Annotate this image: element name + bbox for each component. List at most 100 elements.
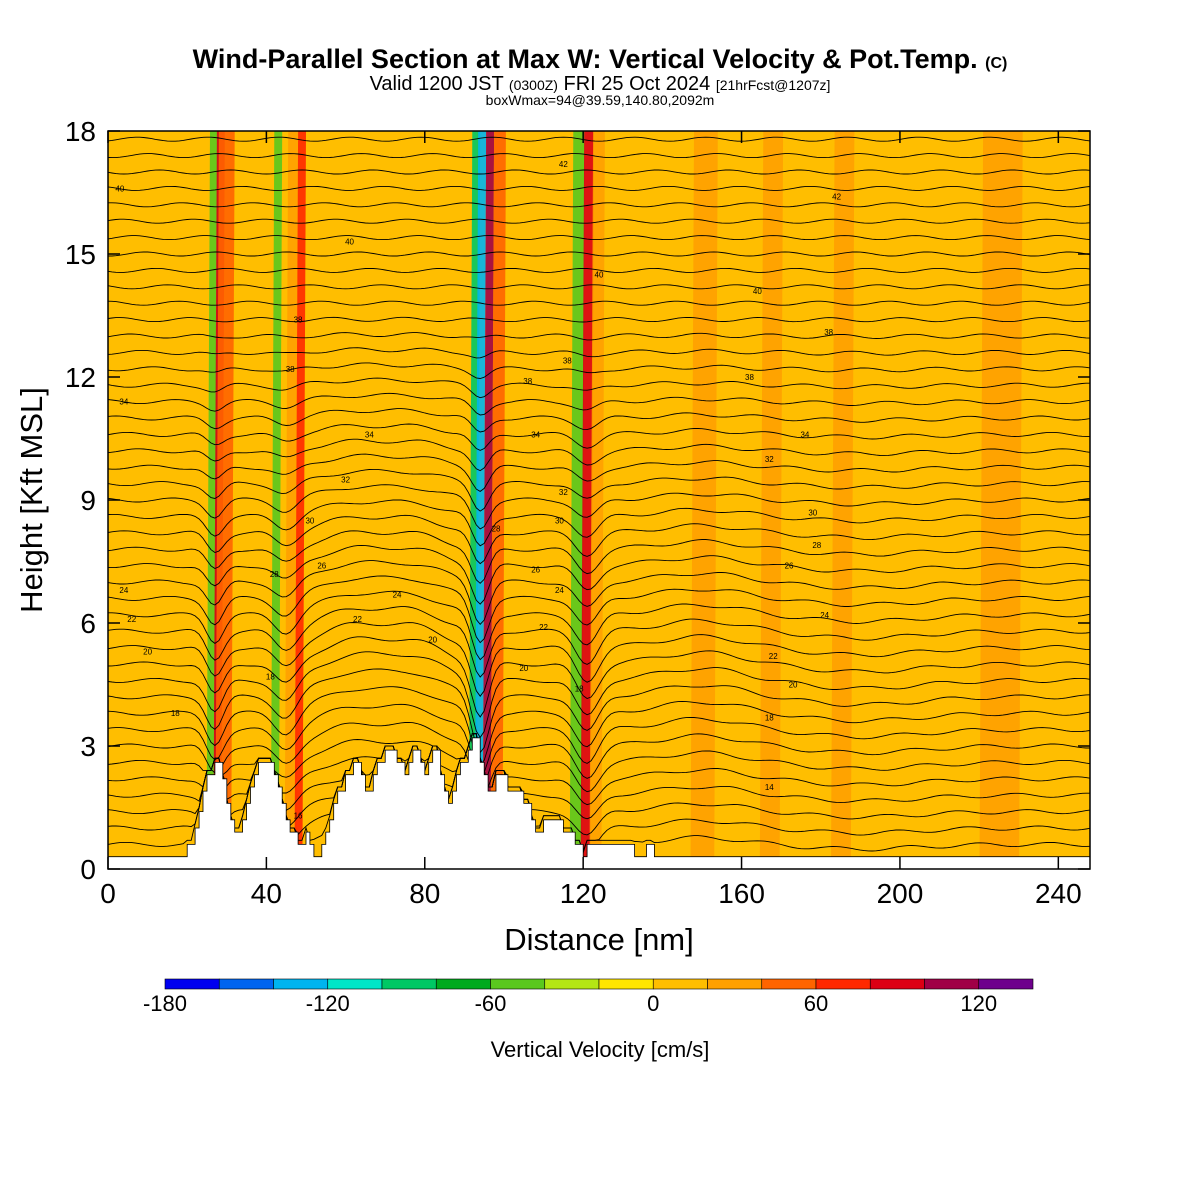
theta-label-13: 34	[365, 430, 374, 439]
colorbar-swatch-6	[490, 978, 546, 990]
y-tick-label-6: 18	[65, 116, 96, 147]
colorbar-swatch-8	[598, 978, 654, 990]
theta-contour-38	[108, 218, 1090, 224]
theta-label-9: 38	[523, 377, 532, 386]
theta-contour-22	[108, 468, 1090, 512]
theta-contour-33	[108, 300, 1090, 306]
theta-contour-21	[108, 484, 1090, 530]
theta-label-6: 38	[294, 316, 303, 325]
theta-label-32: 22	[127, 615, 136, 624]
axis-ticks: 0 40 80 120 160 200 240 0 3 6 9 12 15 18	[65, 116, 1090, 909]
velocity-plume-2	[215, 131, 235, 869]
x-tick-label-4: 160	[718, 878, 765, 909]
theta-contour-41	[108, 169, 1090, 175]
theta-label-36: 20	[143, 648, 152, 657]
terrain-layer	[107, 737, 1091, 870]
theta-contour-12	[108, 622, 1090, 697]
title-main: Wind-Parallel Section at Max W: Vertical…	[192, 44, 978, 74]
colorbar-swatch-3	[327, 978, 383, 990]
velocity-plume-3	[270, 131, 283, 869]
velocity-plume-15	[831, 131, 855, 869]
theta-label-22: 28	[270, 570, 279, 579]
theta-label-40: 18	[171, 709, 180, 718]
valid-date: FRI 25 Oct 2024	[563, 73, 711, 95]
theta-contour-25	[108, 423, 1090, 451]
theta-contour-37	[108, 235, 1090, 241]
y-tick-label-0: 0	[80, 854, 96, 885]
theta-contour-26	[108, 408, 1090, 433]
valid-line: Valid 1200 JST (0300Z) FRI 25 Oct 2024 […	[0, 73, 1200, 96]
theta-contour-19	[108, 514, 1090, 565]
x-tick-label-6: 240	[1035, 878, 1082, 909]
colorbar-swatch-2	[273, 978, 329, 990]
velocity-plume-9	[490, 131, 506, 869]
theta-contour-13	[108, 606, 1090, 678]
theta-contour-29	[108, 362, 1090, 379]
theta-label-15: 34	[800, 430, 809, 439]
colorbar: -180 -120 -60 0 60 120	[143, 978, 1034, 1016]
theta-contour-32	[108, 316, 1090, 323]
x-axis-label: Distance [nm]	[504, 922, 694, 957]
theta-contour-27	[108, 392, 1090, 416]
theta-label-7: 38	[286, 365, 295, 374]
velocity-plume-5	[294, 131, 306, 869]
colorbar-swatch-9	[652, 978, 708, 990]
theta-label-1: 40	[345, 238, 354, 247]
theta-label-17: 32	[559, 488, 568, 497]
terrain	[107, 737, 1091, 870]
forecast-info: [21hrFcst@1207z]	[715, 77, 831, 93]
theta-contour-42	[108, 153, 1090, 159]
theta-label-20: 30	[555, 517, 564, 526]
theta-label-42: 18	[575, 685, 584, 694]
x-tick-label-2: 80	[409, 878, 440, 909]
x-tick-label-1: 40	[251, 878, 282, 909]
theta-label-11: 38	[824, 328, 833, 337]
theta-label-4: 42	[832, 193, 841, 202]
colorbar-swatch-10	[707, 978, 763, 990]
theta-contour-16	[108, 560, 1090, 625]
theta-label-21: 30	[808, 508, 817, 517]
colorbar-swatch-15	[978, 978, 1034, 990]
y-tick-label-4: 12	[65, 362, 96, 393]
theta-label-43: 18	[765, 713, 774, 722]
theta-label-41: 18	[266, 672, 275, 681]
theta-label-45: 14	[765, 783, 774, 792]
velocity-plume-7	[474, 131, 487, 869]
theta-contour-15	[108, 575, 1090, 644]
theta-contour-9	[108, 668, 1090, 754]
colorbar-label-5: 120	[960, 991, 997, 1016]
theta-label-35: 22	[769, 652, 778, 661]
contour-labels: 40 40 42 40 42 40 38 38 38 38 38 38 34 34 34 34 32 32 32 30…	[115, 160, 841, 821]
colorbar-swatch-4	[381, 978, 437, 990]
theta-label-2: 42	[559, 160, 568, 169]
colorbar-swatch-0	[164, 978, 220, 990]
theta-contour-6	[108, 721, 1090, 792]
theta-contour-43	[108, 136, 1090, 142]
y-tick-label-2: 6	[80, 608, 96, 639]
theta-contour-39	[108, 202, 1090, 208]
theta-label-14: 34	[531, 430, 540, 439]
x-tick-label-3: 120	[560, 878, 607, 909]
theta-label-8: 38	[563, 357, 572, 366]
vertical-velocity-field	[206, 131, 1023, 869]
theta-label-12: 34	[119, 398, 128, 407]
theta-label-29: 24	[393, 590, 402, 599]
theta-label-39: 20	[789, 681, 798, 690]
x-tick-label-5: 200	[877, 878, 924, 909]
theta-label-18: 32	[765, 455, 774, 464]
colorbar-swatch-7	[544, 978, 600, 990]
y-tick-label-3: 9	[80, 485, 96, 516]
theta-label-10: 38	[745, 373, 754, 382]
theta-label-3: 40	[595, 271, 604, 280]
theta-label-23: 28	[492, 525, 501, 534]
theta-label-16: 32	[341, 476, 350, 485]
colorbar-swatch-13	[869, 978, 925, 990]
theta-contour-36	[108, 251, 1090, 257]
theta-label-0: 40	[115, 184, 124, 193]
theta-label-44: 16	[294, 812, 303, 821]
theta-contour-18	[108, 530, 1090, 584]
theta-label-30: 24	[555, 586, 564, 595]
theta-label-26: 26	[531, 566, 540, 575]
theta-contour-28	[108, 377, 1090, 399]
